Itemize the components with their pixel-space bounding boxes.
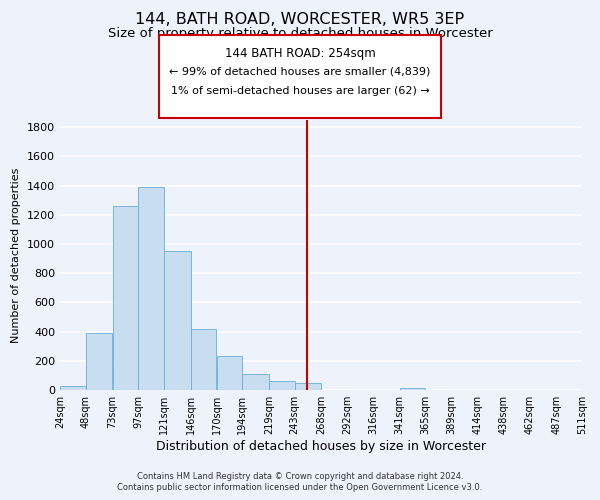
Bar [269, 380, 295, 390]
Bar [242, 374, 269, 390]
Bar [60, 386, 86, 390]
Y-axis label: Number of detached properties: Number of detached properties [11, 168, 22, 342]
Text: 144, BATH ROAD, WORCESTER, WR5 3EP: 144, BATH ROAD, WORCESTER, WR5 3EP [136, 12, 464, 28]
Text: 1% of semi-detached houses are larger (62) →: 1% of semi-detached houses are larger (6… [170, 86, 430, 97]
Bar [217, 356, 242, 390]
Bar [295, 384, 322, 390]
X-axis label: Distribution of detached houses by size in Worcester: Distribution of detached houses by size … [156, 440, 486, 453]
Text: Size of property relative to detached houses in Worcester: Size of property relative to detached ho… [107, 28, 493, 40]
Bar [400, 388, 425, 390]
Bar [191, 330, 217, 390]
Bar [86, 333, 112, 390]
Text: ← 99% of detached houses are smaller (4,839): ← 99% of detached houses are smaller (4,… [169, 66, 431, 76]
Bar [164, 252, 191, 390]
Bar [139, 187, 164, 390]
Text: Contains public sector information licensed under the Open Government Licence v3: Contains public sector information licen… [118, 484, 482, 492]
Text: 144 BATH ROAD: 254sqm: 144 BATH ROAD: 254sqm [224, 46, 376, 60]
Text: Contains HM Land Registry data © Crown copyright and database right 2024.: Contains HM Land Registry data © Crown c… [137, 472, 463, 481]
Bar [113, 206, 138, 390]
